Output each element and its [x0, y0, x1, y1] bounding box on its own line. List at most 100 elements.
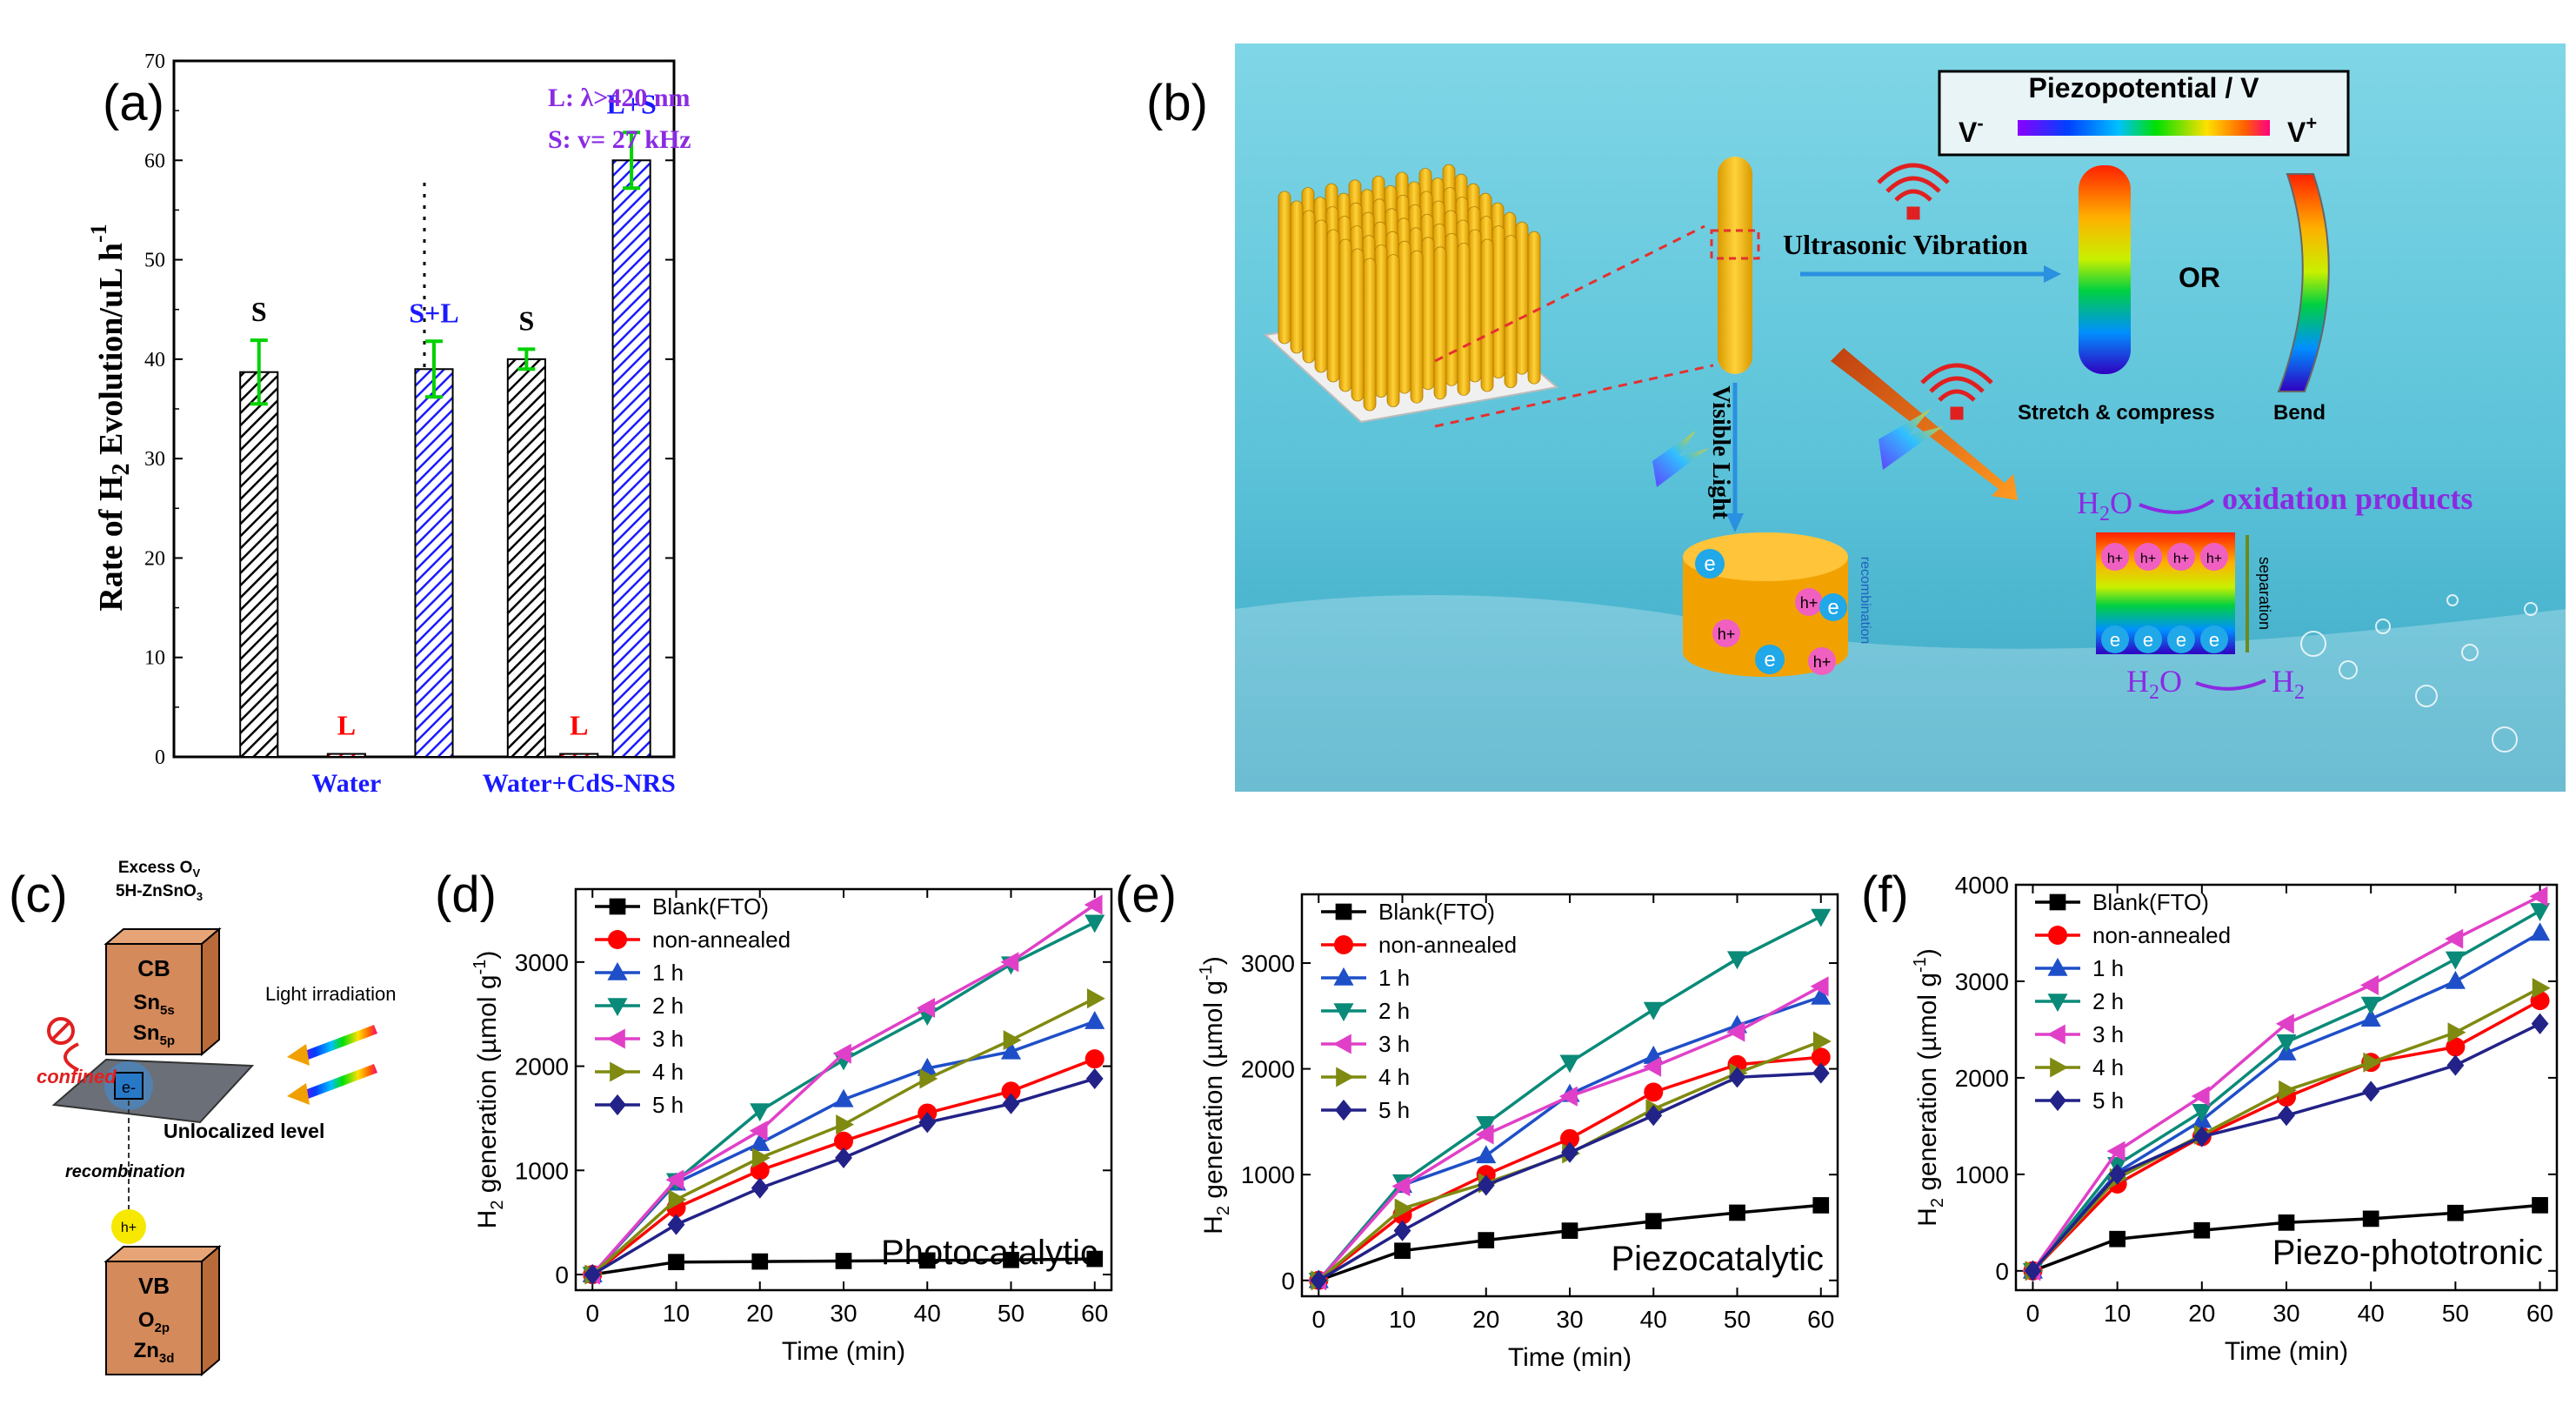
legend-label: 4 h	[652, 1059, 684, 1085]
y-tick-label: 20	[144, 547, 165, 570]
data-point-2-h	[2360, 996, 2381, 1015]
data-point-blank-fto-	[668, 1254, 684, 1271]
data-point-non-annealed	[1560, 1128, 1579, 1148]
data-point-3-h	[749, 1121, 768, 1141]
hole-label: h+	[121, 1221, 137, 1235]
recombination-c-label: recombination	[65, 1162, 185, 1181]
x-tick-label: 20	[1472, 1306, 1499, 1333]
legend-marker	[2050, 1057, 2069, 1078]
bar-water-s-l	[414, 368, 454, 758]
data-point-5-h	[835, 1147, 852, 1169]
data-point-1-h	[2445, 970, 2466, 989]
stretched-rod	[2079, 165, 2131, 374]
zoom-region-box	[1710, 229, 1760, 260]
material-line-1: Excess OV	[118, 859, 201, 880]
electron-charge	[2167, 626, 2195, 653]
group-label: Water+CdS-NRS	[483, 769, 676, 798]
data-point-4-h	[836, 1114, 855, 1135]
y-tick-label: 0	[1995, 1258, 2009, 1285]
x-axis-label: Time (min)	[1508, 1343, 1632, 1372]
legend-marker	[607, 998, 628, 1017]
data-point-blank-fto-	[2447, 1204, 2464, 1221]
oxidation-products-label: oxidation products	[2222, 481, 2473, 516]
data-point-5-h	[584, 1263, 602, 1286]
data-point-non-annealed	[1084, 1049, 1104, 1069]
x-tick-label: 10	[2104, 1300, 2131, 1327]
nanorod	[1410, 250, 1424, 404]
data-point-1-h	[1811, 986, 1832, 1005]
legend-marker	[1333, 1003, 1354, 1022]
hole-1: h+	[1800, 594, 1819, 612]
y-tick-label: 4000	[1955, 872, 2009, 899]
data-point-5-h	[918, 1112, 937, 1134]
panel-e-letter: (e)	[1115, 866, 1177, 923]
oxidation-arrow	[2139, 498, 2215, 514]
separation-label: separation	[2256, 557, 2273, 630]
y-tick-label: 0	[155, 746, 165, 769]
nanorod	[1457, 242, 1471, 396]
panel-f-letter: (f)	[1861, 866, 1909, 923]
diagonal-beam-arrow	[1831, 348, 2018, 500]
nanorod	[1421, 237, 1435, 391]
no-entry-icon	[47, 1017, 75, 1045]
y-tick-label: 1000	[1241, 1161, 1295, 1188]
nanorod	[1290, 200, 1304, 354]
data-point-1-h	[750, 1133, 771, 1151]
nanorod	[1338, 238, 1352, 392]
x-tick-label: 60	[2526, 1300, 2553, 1327]
confined-arrow	[63, 1042, 79, 1072]
bar-water-cds-nrs-l-s	[611, 159, 651, 759]
legend-label: 5 h	[652, 1092, 684, 1118]
hole-charge-label: h+	[2206, 552, 2222, 566]
data-point-1-h	[1084, 1010, 1105, 1029]
electron-charge-label: e	[2143, 629, 2153, 651]
data-point-3-h	[2191, 1086, 2210, 1107]
data-point-4-h	[919, 1068, 938, 1089]
ultrasonic-signal-icon-2	[1920, 363, 1993, 420]
electron-label: e-	[122, 1079, 136, 1096]
data-point-blank-fto-	[2109, 1230, 2126, 1248]
electron-3: e	[1764, 648, 1775, 672]
nanorod	[1363, 258, 1377, 411]
recombination-label: recombination	[1858, 557, 1872, 645]
data-point-5-h	[1002, 1093, 1020, 1114]
data-point-5-h	[751, 1177, 769, 1199]
data-point-5-h	[2531, 1013, 2549, 1034]
data-point-2-h	[1643, 1001, 1664, 1020]
legend-marker	[1334, 935, 1353, 954]
hole-charge	[2101, 543, 2129, 571]
y-tick-label: 60	[144, 150, 165, 172]
nanorod	[1351, 248, 1365, 402]
bar-label: L	[337, 710, 356, 741]
data-point-5-h	[2192, 1126, 2211, 1147]
legend-label: 3 h	[1378, 1031, 1410, 1057]
hole-charge	[2167, 543, 2195, 571]
legend-marker	[608, 930, 627, 949]
panel-a-axes: 0 10 20 30 40 50 60 70	[144, 50, 676, 769]
hole-charge-label: h+	[2107, 552, 2123, 566]
legend-marker	[2049, 893, 2066, 911]
data-point-5-h	[2108, 1163, 2126, 1185]
x-tick-label: 60	[1807, 1306, 1834, 1333]
data-point-5-h	[1645, 1105, 1663, 1127]
y-tick-label: 0	[1281, 1268, 1295, 1295]
data-point-4-h	[1086, 988, 1105, 1009]
data-point-blank-fto-	[2362, 1210, 2379, 1228]
panel-c-band-diagram: (c) Excess OV 5H-ZnSnO3 CB Sn5s Sn5p e- …	[9, 859, 396, 1377]
bar-label: L	[570, 710, 588, 741]
legend-label: 1 h	[1378, 965, 1410, 991]
legend-label: 5 h	[2092, 1087, 2124, 1114]
y-tick-label: 10	[144, 647, 165, 670]
panel-d-line-chart: (d) 0 10 20 30 40 50 60 0 1000 2000 3000 Time (min)…	[435, 866, 1113, 1366]
y-tick-label: 2000	[1955, 1065, 2009, 1092]
data-point-2-h	[750, 1103, 771, 1122]
legend-label: 1 h	[2092, 955, 2124, 981]
y-axis-label: H2 generation (µmol g-1)	[470, 951, 507, 1229]
legend-marker	[2049, 1089, 2066, 1112]
legend-marker	[2048, 926, 2067, 945]
material-line-2: 5H-ZnSnO3	[116, 882, 203, 903]
data-point-4-h	[2532, 978, 2551, 999]
legend-marker	[1335, 903, 1352, 920]
data-point-3-h	[665, 1169, 684, 1190]
panel-a-ylabel: Rate of H2 Evolution/uL h-1	[86, 224, 135, 611]
